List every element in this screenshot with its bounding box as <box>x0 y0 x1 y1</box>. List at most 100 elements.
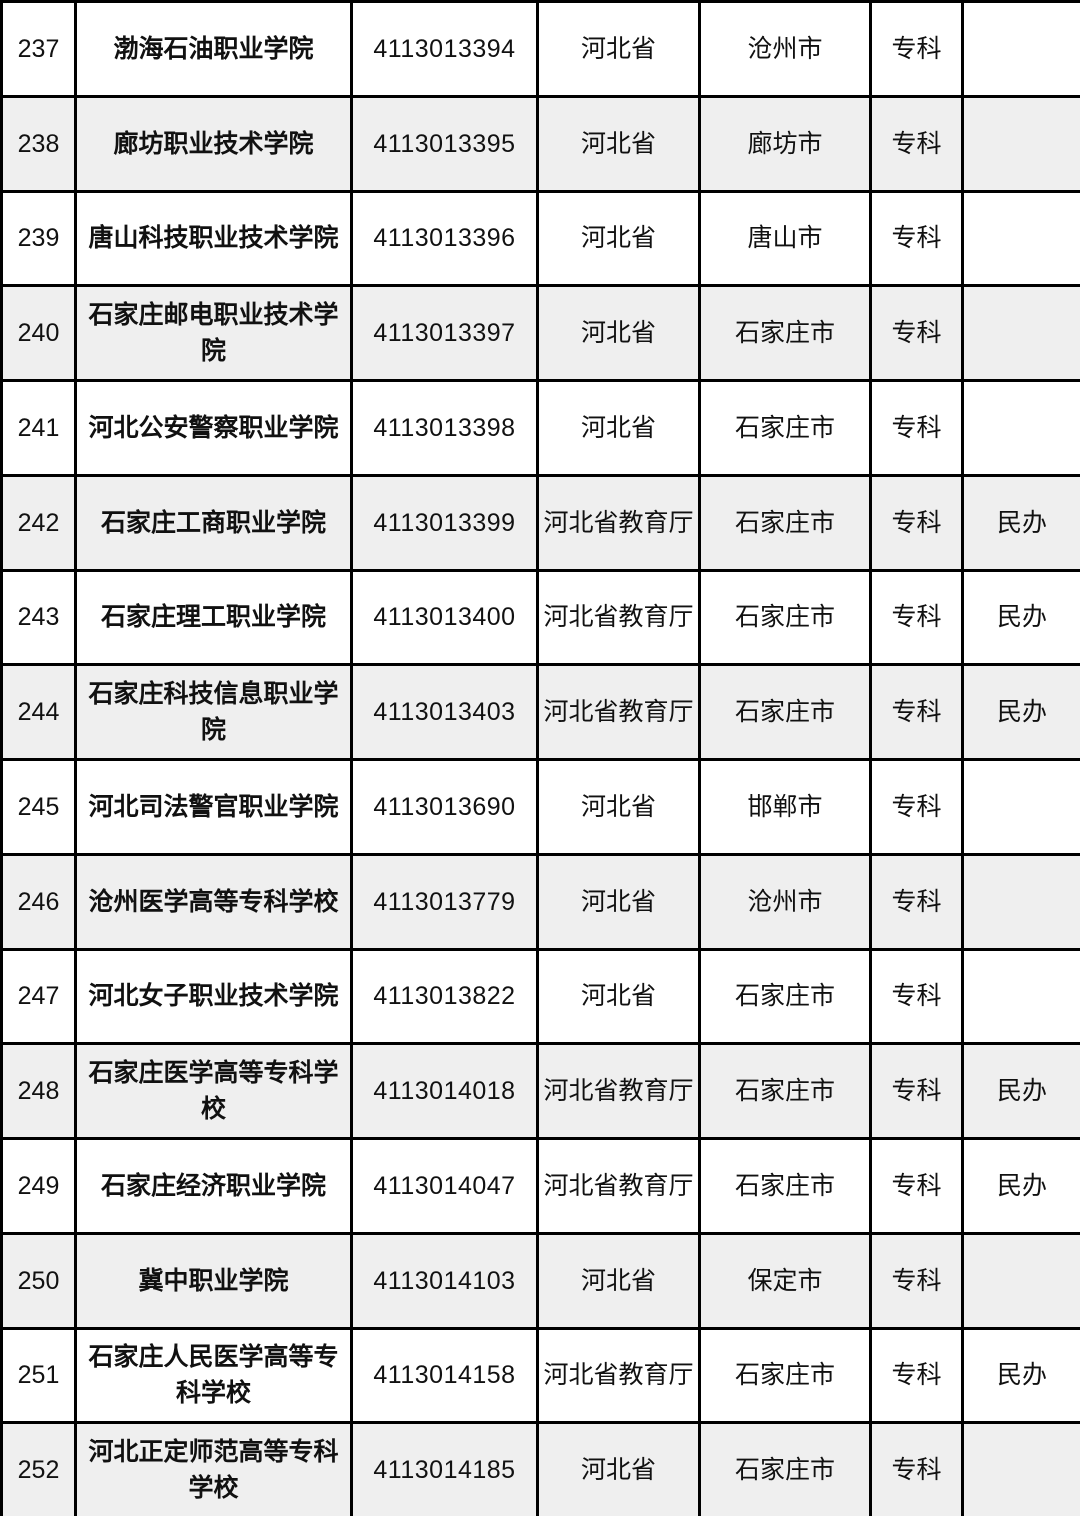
city-cell: 廊坊市 <box>698 94 872 193</box>
authority-cell: 河北省 <box>536 947 701 1046</box>
city-cell: 石家庄市 <box>698 947 872 1046</box>
table-row: 245 河北司法警官职业学院 4113013690 河北省 邯郸市 专科 <box>0 758 1080 856</box>
table-row: 239 唐山科技职业技术学院 4113013396 河北省 唐山市 专科 <box>0 189 1080 288</box>
education-level-cell: 专科 <box>869 758 964 856</box>
remark-cell: 民办 <box>961 1326 1080 1425</box>
row-number-cell: 250 <box>0 1231 77 1330</box>
authority-cell: 河北省 <box>536 852 701 951</box>
row-number-cell: 249 <box>0 1137 77 1235</box>
city-cell: 石家庄市 <box>698 1326 872 1425</box>
education-level-cell: 专科 <box>869 1421 964 1516</box>
authority-cell: 河北省 <box>536 0 701 98</box>
row-number-cell: 238 <box>0 94 77 193</box>
remark-cell: 民办 <box>961 1137 1080 1235</box>
school-name-cell: 唐山科技职业技术学院 <box>74 189 353 288</box>
city-cell: 石家庄市 <box>698 284 872 382</box>
authority-cell: 河北省 <box>536 1231 701 1330</box>
school-name-cell: 渤海石油职业学院 <box>74 0 353 98</box>
remark-cell: 民办 <box>961 473 1080 572</box>
school-code-cell: 4113013403 <box>350 663 539 761</box>
row-number-cell: 240 <box>0 284 77 382</box>
school-name-cell: 廊坊职业技术学院 <box>74 94 353 193</box>
education-level-cell: 专科 <box>869 189 964 288</box>
education-level-cell: 专科 <box>869 1042 964 1140</box>
school-code-cell: 4113013399 <box>350 473 539 572</box>
row-number-cell: 252 <box>0 1421 77 1516</box>
authority-cell: 河北省教育厅 <box>536 1137 701 1235</box>
remark-cell <box>961 1231 1080 1330</box>
authority-cell: 河北省教育厅 <box>536 1042 701 1140</box>
school-name-cell: 石家庄工商职业学院 <box>74 473 353 572</box>
remark-cell <box>961 947 1080 1046</box>
school-name-cell: 石家庄经济职业学院 <box>74 1137 353 1235</box>
remark-cell <box>961 852 1080 951</box>
school-name-cell: 石家庄人民医学高等专科学校 <box>74 1326 353 1425</box>
school-code-cell: 4113014103 <box>350 1231 539 1330</box>
remark-cell <box>961 189 1080 288</box>
school-name-cell: 冀中职业学院 <box>74 1231 353 1330</box>
table-row: 243 石家庄理工职业学院 4113013400 河北省教育厅 石家庄市 专科 … <box>0 568 1080 667</box>
city-cell: 石家庄市 <box>698 473 872 572</box>
education-level-cell: 专科 <box>869 379 964 477</box>
education-level-cell: 专科 <box>869 94 964 193</box>
education-level-cell: 专科 <box>869 663 964 761</box>
school-code-cell: 4113013779 <box>350 852 539 951</box>
remark-cell <box>961 758 1080 856</box>
school-name-cell: 石家庄理工职业学院 <box>74 568 353 667</box>
table-row: 252 河北正定师范高等专科学校 4113014185 河北省 石家庄市 专科 <box>0 1421 1080 1516</box>
school-code-cell: 4113013397 <box>350 284 539 382</box>
school-code-cell: 4113013396 <box>350 189 539 288</box>
school-name-cell: 沧州医学高等专科学校 <box>74 852 353 951</box>
table-row: 241 河北公安警察职业学院 4113013398 河北省 石家庄市 专科 <box>0 379 1080 477</box>
city-cell: 石家庄市 <box>698 379 872 477</box>
school-code-cell: 4113013690 <box>350 758 539 856</box>
row-number-cell: 244 <box>0 663 77 761</box>
authority-cell: 河北省 <box>536 189 701 288</box>
education-level-cell: 专科 <box>869 1231 964 1330</box>
city-cell: 邯郸市 <box>698 758 872 856</box>
remark-cell <box>961 1421 1080 1516</box>
row-number-cell: 245 <box>0 758 77 856</box>
school-name-cell: 河北司法警官职业学院 <box>74 758 353 856</box>
education-level-cell: 专科 <box>869 473 964 572</box>
remark-cell: 民办 <box>961 1042 1080 1140</box>
authority-cell: 河北省教育厅 <box>536 568 701 667</box>
school-name-cell: 河北公安警察职业学院 <box>74 379 353 477</box>
row-number-cell: 243 <box>0 568 77 667</box>
city-cell: 石家庄市 <box>698 568 872 667</box>
school-code-cell: 4113014185 <box>350 1421 539 1516</box>
school-code-cell: 4113013395 <box>350 94 539 193</box>
table-row: 249 石家庄经济职业学院 4113014047 河北省教育厅 石家庄市 专科 … <box>0 1137 1080 1235</box>
school-name-cell: 石家庄医学高等专科学校 <box>74 1042 353 1140</box>
remark-cell <box>961 94 1080 193</box>
school-code-cell: 4113013400 <box>350 568 539 667</box>
education-level-cell: 专科 <box>869 284 964 382</box>
school-name-cell: 石家庄邮电职业技术学院 <box>74 284 353 382</box>
row-number-cell: 241 <box>0 379 77 477</box>
city-cell: 石家庄市 <box>698 1137 872 1235</box>
school-code-cell: 4113014158 <box>350 1326 539 1425</box>
table-row: 240 石家庄邮电职业技术学院 4113013397 河北省 石家庄市 专科 <box>0 284 1080 382</box>
row-number-cell: 248 <box>0 1042 77 1140</box>
table-row: 250 冀中职业学院 4113014103 河北省 保定市 专科 <box>0 1231 1080 1330</box>
authority-cell: 河北省 <box>536 284 701 382</box>
education-level-cell: 专科 <box>869 1326 964 1425</box>
city-cell: 石家庄市 <box>698 1421 872 1516</box>
city-cell: 石家庄市 <box>698 663 872 761</box>
table-row: 238 廊坊职业技术学院 4113013395 河北省 廊坊市 专科 <box>0 94 1080 193</box>
school-name-cell: 河北女子职业技术学院 <box>74 947 353 1046</box>
authority-cell: 河北省教育厅 <box>536 663 701 761</box>
authority-cell: 河北省教育厅 <box>536 1326 701 1425</box>
city-cell: 保定市 <box>698 1231 872 1330</box>
school-code-cell: 4113013822 <box>350 947 539 1046</box>
school-code-cell: 4113013398 <box>350 379 539 477</box>
table-row: 251 石家庄人民医学高等专科学校 4113014158 河北省教育厅 石家庄市… <box>0 1326 1080 1425</box>
education-level-cell: 专科 <box>869 1137 964 1235</box>
city-cell: 唐山市 <box>698 189 872 288</box>
table-row: 244 石家庄科技信息职业学院 4113013403 河北省教育厅 石家庄市 专… <box>0 663 1080 761</box>
row-number-cell: 242 <box>0 473 77 572</box>
city-cell: 石家庄市 <box>698 1042 872 1140</box>
row-number-cell: 239 <box>0 189 77 288</box>
